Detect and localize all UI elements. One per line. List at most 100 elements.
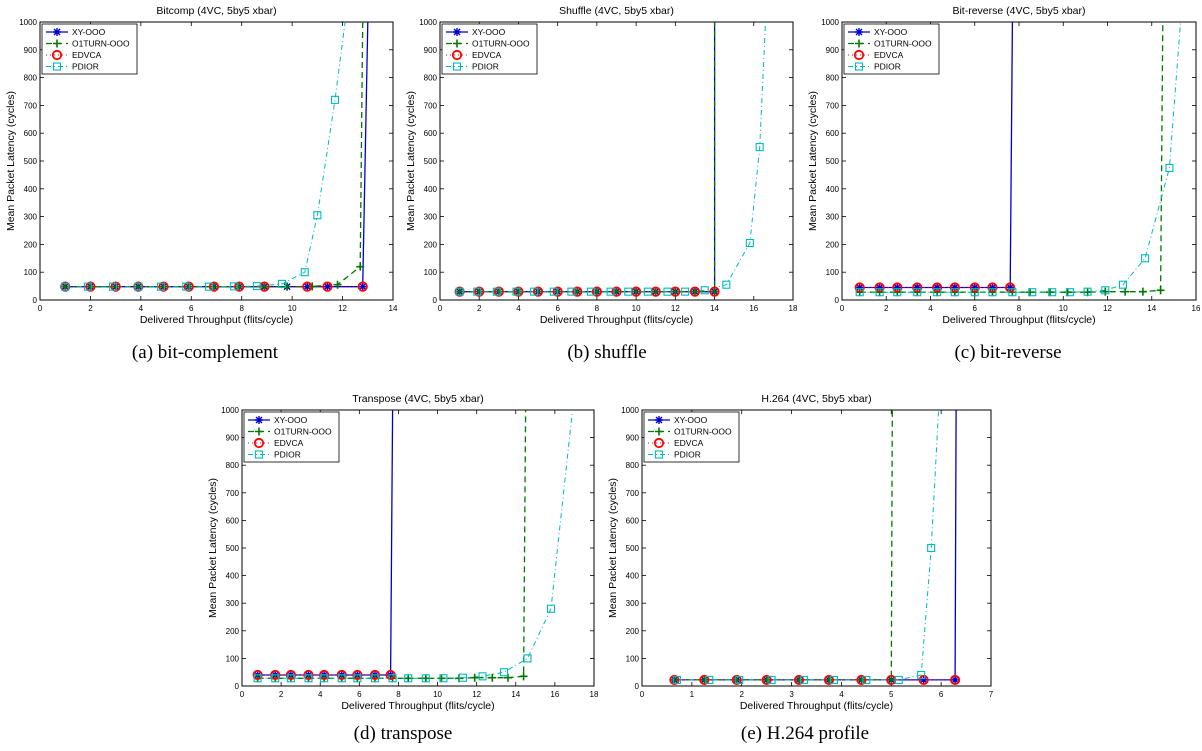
y-tick-label: 500 [24,157,38,166]
x-tick-label: 16 [1192,304,1201,313]
legend-marker [853,49,865,61]
y-axis-label: Mean Packet Latency (cycles) [807,91,819,231]
data-point [493,286,504,297]
data-point [643,287,652,296]
x-tick-label: 0 [840,304,845,313]
data-point [1008,288,1017,297]
data-point [322,281,333,292]
data-point [532,286,544,297]
x-tick-label: 4 [928,304,933,313]
data-point [591,286,602,297]
x-tick-label: 18 [590,690,599,699]
data-point [230,282,239,291]
y-tick-label: 400 [226,572,240,581]
x-tick-label: 4 [318,690,323,699]
x-axis-label: Delivered Throughput (flits/cycle) [740,700,893,712]
data-point [523,654,532,663]
x-axis-label: Delivered Throughput (flits/cycle) [341,700,494,712]
caption-c: (c) bit-reverse [954,342,1062,363]
y-tick-label: 200 [424,240,438,249]
data-point [893,288,902,297]
data-point [358,282,367,291]
data-point [302,281,313,292]
y-tick-label: 300 [226,599,240,608]
data-point [134,282,143,291]
data-point [1005,282,1016,293]
legend-marker [653,437,665,449]
legend-label: O1TURN-OOO [674,427,732,437]
data-point [85,281,96,292]
data-point [158,281,169,292]
x-tick-label: 2 [88,304,93,313]
data-point [552,286,563,297]
data-point [278,279,287,288]
data-point [875,288,884,297]
legend-label: XY-OOO [874,27,908,37]
x-axis-label: Delivered Throughput (flits/cycle) [140,314,293,326]
x-tick-label: 12 [671,304,680,313]
x-tick-label: 2 [884,304,889,313]
data-point [705,675,714,684]
data-point [824,675,833,684]
data-point [320,674,329,683]
x-tick-label: 6 [939,690,944,699]
legend-label: XY-OOO [472,27,506,37]
y-tick-label: 200 [226,627,240,636]
x-tick-label: 12 [1103,304,1112,313]
data-point [388,674,397,683]
data-point [182,282,191,291]
data-point [856,674,867,686]
chart-title: H.264 (4VC, 5by5 xbar) [761,393,871,405]
legend-marker [53,28,61,36]
data-point [319,669,330,681]
legend-marker [453,28,461,36]
data-point [323,282,332,291]
x-axis-label: Delivered Throughput (flits/cycle) [942,314,1095,326]
data-point [133,281,144,292]
y-tick-label: 800 [226,461,240,470]
data-point [234,281,245,292]
data-point [110,281,121,292]
y-tick-label: 0 [433,296,438,305]
x-tick-label: 8 [595,304,600,313]
y-tick-label: 100 [626,654,640,663]
legend-marker [654,450,664,459]
data-point [988,283,997,292]
data-point [404,674,413,683]
data-point [455,287,464,296]
series-line-o1turn-ooo [257,409,527,679]
data-point [970,283,979,292]
data-point [1101,286,1110,295]
data-point [951,675,960,684]
y-tick-label: 700 [826,101,840,110]
x-tick-label: 3 [789,690,794,699]
x-tick-label: 1 [690,690,695,699]
legend-marker [255,427,263,436]
y-tick-label: 900 [226,434,240,443]
data-point [474,286,485,297]
x-tick-label: 8 [239,304,244,313]
data-point [875,283,884,292]
data-point [353,674,362,683]
legend-label: O1TURN-OOO [274,427,332,437]
y-tick-label: 700 [626,489,640,498]
x-tick-label: 18 [789,304,798,313]
x-axis-label: Delivered Throughput (flits/cycle) [540,314,693,326]
data-point [663,287,672,296]
data-point [333,280,342,289]
y-tick-label: 300 [424,213,438,222]
data-point [933,283,942,292]
caption-d: (d) transpose [353,723,453,744]
data-point [611,286,622,297]
data-point [352,669,363,681]
legend-marker [451,49,463,61]
legend-marker [53,39,61,48]
data-point [455,287,464,296]
data-point [439,674,448,683]
data-point [755,143,764,152]
data-point [987,282,998,293]
data-point [270,669,281,681]
data-point [855,283,864,292]
